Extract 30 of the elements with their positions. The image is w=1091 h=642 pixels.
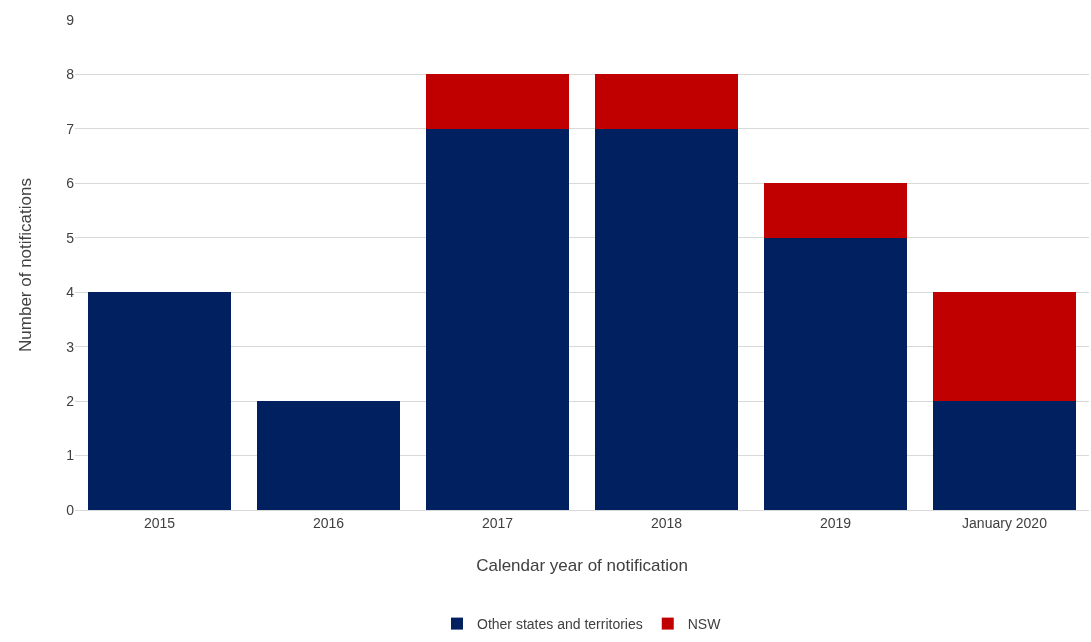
y-tick-label: 7 xyxy=(66,120,75,137)
y-tick-label: 5 xyxy=(66,229,75,246)
bar xyxy=(594,128,739,510)
legend-label: NSW xyxy=(687,616,722,633)
y-axis-title: Number of notifications xyxy=(16,178,35,352)
bar xyxy=(425,74,570,129)
x-tick-label: 2018 xyxy=(650,514,683,531)
x-axis-title: Calendar year of notification xyxy=(476,556,688,575)
x-tick-label: 2019 xyxy=(819,514,852,531)
y-tick-label: 2 xyxy=(66,393,75,410)
bar xyxy=(425,128,570,510)
bar xyxy=(87,292,232,510)
bar xyxy=(932,401,1077,510)
x-tick-label: 2016 xyxy=(312,514,345,531)
y-tick-label: 4 xyxy=(66,284,75,301)
y-tick-label: 8 xyxy=(66,66,75,83)
bar xyxy=(763,237,908,510)
y-tick-label: 6 xyxy=(66,175,75,192)
bar xyxy=(763,183,908,238)
x-tick-label: January 2020 xyxy=(962,514,1048,531)
x-tick-label: 2017 xyxy=(481,514,514,531)
x-tick-label: 2015 xyxy=(143,514,176,531)
y-tick-label: 1 xyxy=(66,447,75,464)
y-tick-label: 9 xyxy=(66,11,75,28)
bar xyxy=(256,401,401,510)
bar xyxy=(594,74,739,129)
y-tick-label: 3 xyxy=(66,338,75,355)
bar xyxy=(932,292,1077,402)
y-tick-label: 0 xyxy=(66,501,75,518)
legend-label: Other states and territories xyxy=(477,616,643,633)
